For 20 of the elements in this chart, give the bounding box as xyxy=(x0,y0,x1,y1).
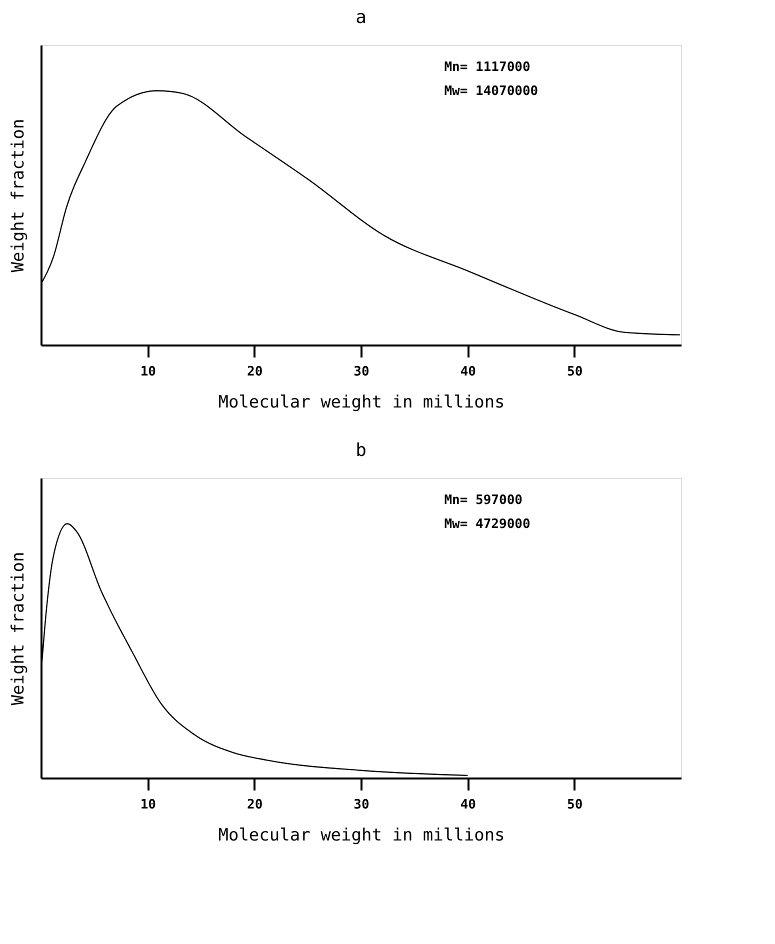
x-tick-label: 40 xyxy=(460,798,476,812)
text: Mn= 597000 xyxy=(444,493,523,508)
x-tick-label: 50 xyxy=(567,364,583,380)
x-tick-label: 30 xyxy=(354,364,370,380)
annotation: Mw= 4729000 xyxy=(444,517,530,532)
y-axis-title: Weight fraction xyxy=(8,118,28,272)
x-tick-label: 50 xyxy=(567,798,583,812)
chart-title: a xyxy=(356,7,366,28)
x-axis-title: Molecular weight in millions xyxy=(218,392,505,412)
y-axis-title: Weight fraction xyxy=(8,552,28,706)
x-tick-label: 40 xyxy=(460,364,476,380)
text: Mn= 1117000 xyxy=(444,60,530,75)
x-tick-label: 30 xyxy=(354,798,370,812)
annotation: Mw= 14070000 xyxy=(444,84,538,99)
x-tick-label: 10 xyxy=(140,798,156,812)
x-tick-label: 20 xyxy=(247,798,263,812)
x-tick-label: 10 xyxy=(140,364,156,380)
x-axis-title: Molecular weight in millions xyxy=(218,826,505,846)
x-tick-label: 20 xyxy=(247,364,263,380)
chart-title: b xyxy=(356,440,366,461)
